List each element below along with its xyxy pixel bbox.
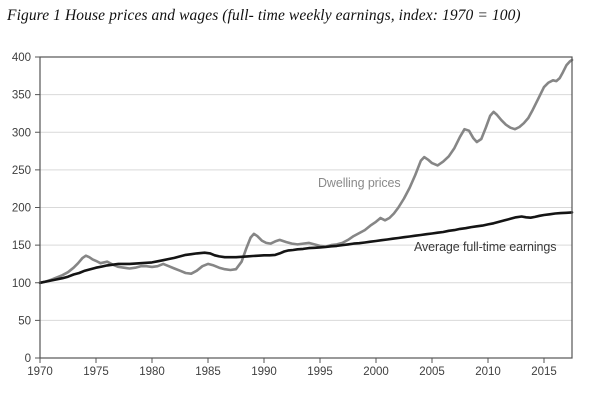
x-tick-label: 2000: [363, 366, 389, 378]
series-label-dwelling-prices: Dwelling prices: [318, 176, 401, 190]
figure-title: Figure 1 House prices and wages (full- t…: [7, 7, 521, 24]
x-tick-label: 1985: [195, 366, 221, 378]
x-tick-label: 2010: [475, 366, 501, 378]
dwelling-prices-line: [38, 58, 574, 285]
y-tick-label: 200: [12, 203, 31, 215]
x-tick-label: 1990: [251, 366, 277, 378]
y-tick-label: 400: [12, 52, 31, 64]
x-tick-label: 1975: [83, 366, 109, 378]
y-tick-label: 150: [12, 240, 31, 252]
x-tick-label: 2005: [419, 366, 445, 378]
y-tick-label: 300: [12, 127, 31, 139]
y-tick-label: 350: [12, 90, 31, 102]
y-tick-label: 50: [18, 315, 31, 327]
series-label-average-earnings: Average full-time earnings: [414, 240, 557, 254]
y-tick-label: 250: [12, 165, 31, 177]
x-tick-label: 1970: [27, 366, 53, 378]
y-tick-label: 100: [12, 278, 31, 290]
x-tick-label: 1980: [139, 366, 165, 378]
x-tick-label: 1995: [307, 366, 333, 378]
x-tick-label: 2015: [531, 366, 557, 378]
earnings-line: [38, 211, 574, 285]
y-tick-label: 0: [25, 353, 31, 365]
